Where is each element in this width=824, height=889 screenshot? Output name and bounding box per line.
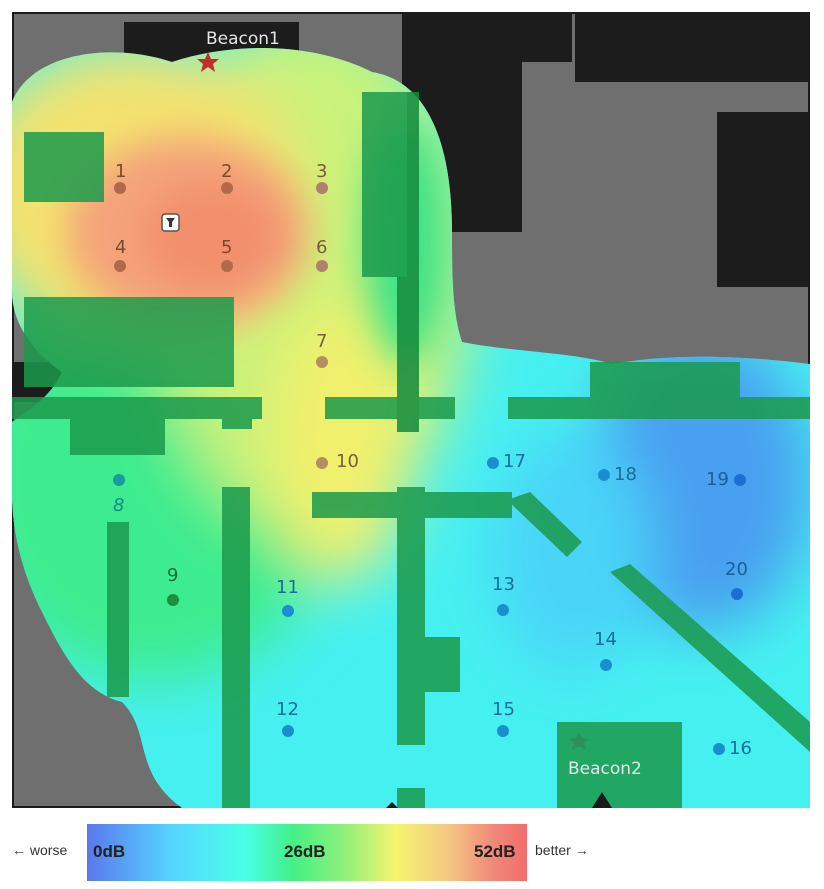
svg-text:9: 9: [167, 565, 178, 586]
beacon-star-icon: [569, 732, 589, 750]
point-13: 13: [492, 574, 515, 616]
legend-tick-mid: 26dB: [284, 842, 326, 861]
svg-text:10: 10: [336, 451, 359, 472]
beacon-2[interactable]: Beacon2: [568, 732, 642, 779]
svg-text:7: 7: [316, 331, 327, 352]
beacon-1-label: Beacon1: [206, 29, 280, 49]
door-marker-icon: [386, 802, 398, 808]
point-20: 20: [725, 559, 748, 600]
point-7: 7: [316, 331, 328, 368]
signal-heatmap: 1 2 3 4 5 6 7 8 9 10 11 12 13 14 15 16 1…: [12, 12, 810, 808]
svg-text:16: 16: [729, 738, 752, 759]
beacon-1[interactable]: Beacon1: [197, 29, 280, 72]
signal-legend: ← worse 0dB 26dB 52dB better →: [12, 824, 812, 882]
svg-text:19: 19: [706, 469, 729, 490]
door-marker-icon: [592, 792, 612, 808]
svg-text:18: 18: [614, 464, 637, 485]
survey-points: 1 2 3 4 5 6 7 8 9 10 11 12 13 14 15 16 1…: [113, 161, 752, 759]
point-2: 2: [221, 161, 233, 194]
svg-text:14: 14: [594, 629, 617, 650]
svg-text:5: 5: [221, 237, 232, 258]
legend-tick-max: 52dB: [474, 842, 516, 861]
legend-tick-min: 0dB: [93, 842, 126, 861]
point-9: 9: [167, 565, 179, 606]
svg-text:20: 20: [725, 559, 748, 580]
point-15: 15: [492, 699, 515, 737]
svg-text:17: 17: [503, 451, 526, 472]
point-10: 10: [316, 451, 359, 472]
point-5: 5: [221, 237, 233, 272]
svg-text:12: 12: [276, 699, 299, 720]
svg-text:11: 11: [276, 577, 299, 598]
svg-text:8: 8: [113, 495, 124, 516]
beacon-2-label: Beacon2: [568, 759, 642, 779]
legend-worse-label: ← worse: [12, 842, 68, 858]
user-location-icon[interactable]: [161, 213, 180, 232]
point-12: 12: [276, 699, 299, 737]
legend-better-label: better →: [535, 842, 589, 858]
point-3: 3: [316, 161, 328, 194]
svg-text:6: 6: [316, 237, 327, 258]
svg-text:15: 15: [492, 699, 515, 720]
point-8: 8: [113, 474, 125, 516]
svg-text:13: 13: [492, 574, 515, 595]
legend-color-scale: 0dB 26dB 52dB: [87, 824, 527, 881]
svg-text:1: 1: [115, 161, 126, 182]
interior-walls: [12, 92, 810, 808]
svg-text:2: 2: [221, 161, 232, 182]
point-1: 1: [114, 161, 126, 194]
svg-text:4: 4: [115, 237, 126, 258]
floor-plan-map: 1 2 3 4 5 6 7 8 9 10 11 12 13 14 15 16 1…: [12, 12, 810, 808]
point-16: 16: [713, 738, 752, 759]
point-18: 18: [598, 464, 637, 485]
point-11: 11: [276, 577, 299, 617]
point-4: 4: [114, 237, 126, 272]
point-14: 14: [594, 629, 617, 671]
svg-text:3: 3: [316, 161, 327, 182]
point-19: 19: [706, 469, 746, 490]
point-17: 17: [487, 451, 526, 472]
beacon-star-icon: [197, 52, 219, 72]
point-6: 6: [316, 237, 328, 272]
